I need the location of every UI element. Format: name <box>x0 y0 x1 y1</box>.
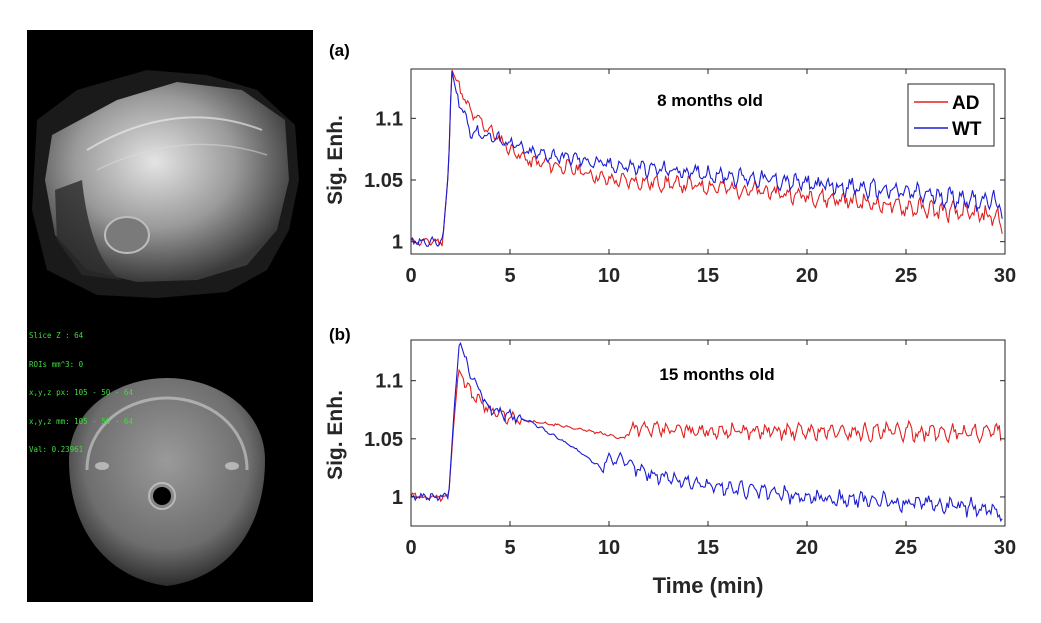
coronal-brain-image <box>57 348 297 600</box>
y-tick-label: 1 <box>392 232 403 254</box>
overlay-line: x,y,z mm: 105 - 50 - 64 <box>29 416 133 426</box>
series-line-wt <box>410 341 1003 523</box>
x-tick-label: 30 <box>994 265 1016 287</box>
x-tick-label: 5 <box>504 265 515 287</box>
x-tick-label: 15 <box>697 537 719 559</box>
x-tick-label: 5 <box>504 537 515 559</box>
x-tick-label: 15 <box>697 265 719 287</box>
x-tick-label: 10 <box>598 537 620 559</box>
x-tick-label: 20 <box>796 537 818 559</box>
x-tick-label: 10 <box>598 265 620 287</box>
series-line-ad <box>410 69 1003 247</box>
chart-title: 15 months old <box>659 365 774 384</box>
x-tick-label: 20 <box>796 265 818 287</box>
mri-image-panel: Slice Z : 64 ROIs mm^3: 0 x,y,z px: 105 … <box>27 30 313 602</box>
chart-a: (a) 0 5 10 15 20 25 30 1 1.05 1.1 Sig. Enh. 8 months… <box>324 41 1016 287</box>
x-tick-label: 0 <box>405 537 416 559</box>
y-axis-label: Sig. Enh. <box>324 390 347 480</box>
x-axis-label: Time (min) <box>653 573 764 598</box>
y-axis-label: Sig. Enh. <box>324 115 347 205</box>
y-tick-label: 1 <box>392 487 403 509</box>
legend: AD WT <box>907 83 995 147</box>
x-tick-label: 0 <box>405 265 416 287</box>
mri-images <box>32 70 299 600</box>
overlay-line: ROIs mm^3: 0 <box>29 359 84 369</box>
y-tick-label: 1.1 <box>375 108 403 130</box>
legend-box <box>907 83 995 147</box>
series-line-ad <box>410 368 1002 503</box>
x-tick-label: 25 <box>895 537 917 559</box>
chart-b: (b) 0 5 10 15 20 25 30 1 1.05 1.1 Sig. Enh. 15 month… <box>324 325 1016 598</box>
panel-label: (b) <box>329 325 351 344</box>
legend-label-wt: WT <box>952 119 982 140</box>
series-line-wt <box>410 70 1003 248</box>
y-tick-label: 1.05 <box>364 429 403 451</box>
legend-label-ad: AD <box>952 93 979 114</box>
overlay-line: x,y,z px: 105 - 50 - 64 <box>29 388 133 397</box>
chart-title: 8 months old <box>657 91 763 110</box>
overlay-line: Slice Z : 64 <box>29 331 84 340</box>
x-tick-label: 30 <box>994 537 1016 559</box>
x-tick-label: 25 <box>895 265 917 287</box>
mri-info-overlay: Slice Z : 64 ROIs mm^3: 0 x,y,z px: 105 … <box>29 312 133 474</box>
panel-label: (a) <box>329 41 350 60</box>
y-tick-label: 1.1 <box>375 371 403 393</box>
overlay-line: Val: 0.23961 <box>29 445 84 454</box>
y-tick-label: 1.05 <box>364 170 403 192</box>
sagittal-brain-image <box>32 70 299 298</box>
